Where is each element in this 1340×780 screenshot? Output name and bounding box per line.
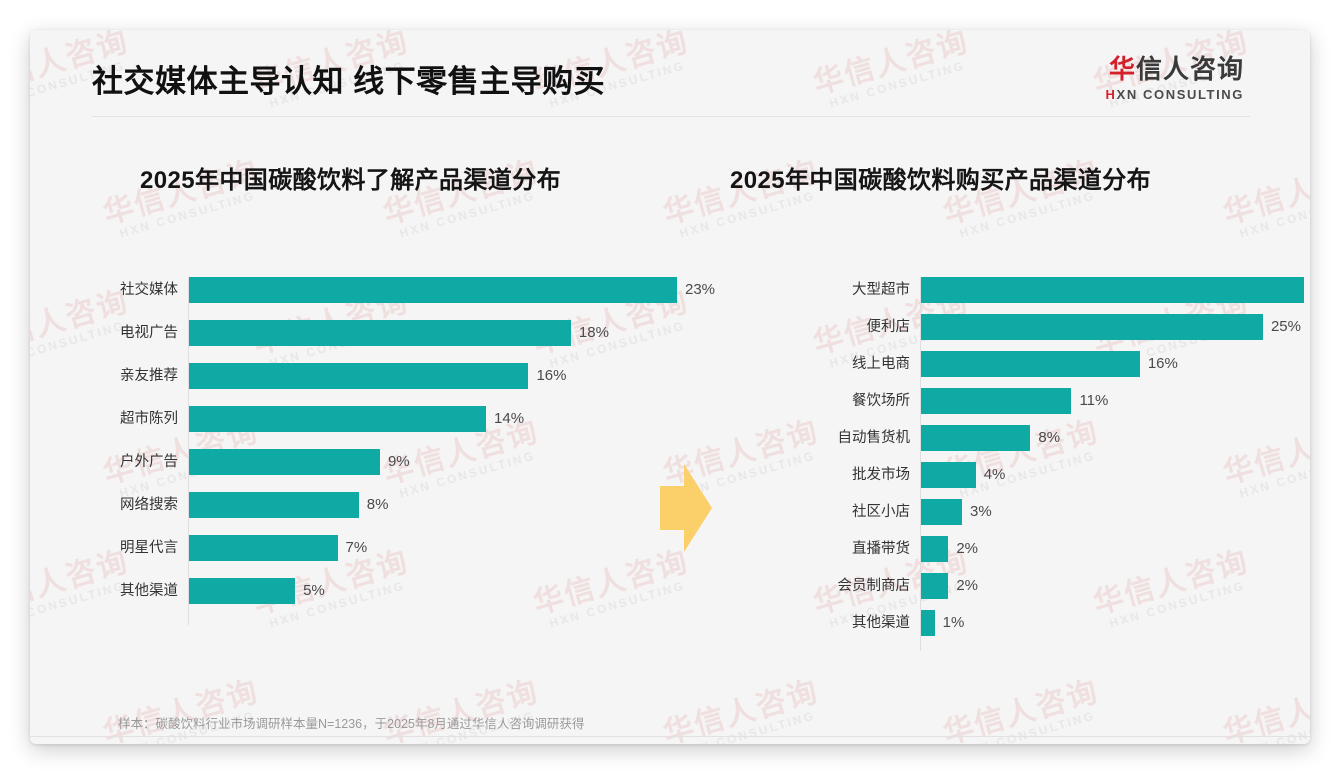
bar [921, 277, 1304, 303]
bar-value-label: 1% [942, 614, 965, 631]
logo-english-accent: H [1105, 87, 1117, 102]
bar-value-label: 3% [970, 503, 992, 520]
chart-panel-purchase: 2025年中国碳酸饮料购买产品渠道分布 大型超市28%便利店25%线上电商16%… [730, 160, 1304, 657]
bar [921, 573, 949, 599]
logo-english: HXN CONSULTING [1106, 88, 1244, 101]
sample-footnote: 样本：碳酸饮料行业市场调研样本量N=1236，于2025年8月通过华信人咨询调研… [118, 717, 585, 731]
slide-footer: ©2025.10 HXR华信人咨询 www.hxrcon.com [30, 737, 1310, 744]
plot-area-right: 大型超市28%便利店25%线上电商16%餐饮场所11%自动售货机8%批发市场4%… [730, 277, 1304, 657]
bar-category-label: 明星代言 [120, 540, 178, 556]
chart-title-right: 2025年中国碳酸饮料购买产品渠道分布 [730, 167, 1151, 194]
bar-value-label: 18% [578, 324, 609, 341]
bar-value-label: 16% [1147, 355, 1178, 372]
bar-category-label: 大型超市 [852, 282, 910, 298]
bar-category-label: 会员制商店 [837, 578, 911, 594]
bar-value-label: 23% [685, 281, 716, 298]
bar-category-label: 电视广告 [120, 325, 178, 341]
page-title: 社交媒体主导认知 线下零售主导购买 [92, 64, 606, 99]
header-divider [92, 116, 1250, 117]
bar [921, 314, 1263, 340]
bar [189, 449, 380, 475]
logo-chinese-rest: 信人咨询 [1135, 54, 1244, 84]
bar-category-label: 超市陈列 [120, 411, 178, 427]
bar [921, 425, 1031, 451]
bar-category-label: 社区小店 [852, 504, 910, 520]
bar [921, 499, 963, 525]
bar-category-label: 其他渠道 [120, 583, 178, 599]
footer-divider [30, 736, 1310, 737]
bar-value-label: 25% [1270, 318, 1301, 335]
bar [189, 535, 338, 561]
bar-value-label: 5% [303, 582, 325, 599]
chart-title-left: 2025年中国碳酸饮料了解产品渠道分布 [140, 167, 561, 194]
bar-category-label: 户外广告 [120, 454, 178, 470]
bar-category-label: 直播带货 [852, 541, 910, 557]
logo-chinese-accent: 华 [1108, 54, 1136, 84]
flow-arrow-icon [658, 462, 714, 554]
bar-value-label: 16% [536, 367, 567, 384]
bar-category-label: 批发市场 [852, 467, 910, 483]
bar [921, 536, 949, 562]
bar [189, 363, 529, 389]
bar-value-label: 2% [956, 540, 979, 557]
bar [189, 406, 487, 432]
bar-category-label: 网络搜索 [120, 497, 178, 513]
bar-value-label: 2% [956, 577, 979, 594]
bar [189, 320, 571, 346]
plot-area-left: 社交媒体 23% 电视广告 18% 亲友推荐 16% 超市陈列 14% 户外广告 9% 网络搜索 8%… [92, 277, 715, 631]
bar-category-label: 线上电商 [852, 356, 910, 372]
bar [921, 610, 935, 636]
brand-logo: 华信人咨询 HXN CONSULTING [1106, 56, 1244, 101]
logo-chinese: 华信人咨询 [1106, 56, 1244, 82]
bar [921, 351, 1140, 377]
chart-axis-line [188, 277, 189, 625]
bar-value-label: 8% [366, 496, 389, 513]
bar-value-label: 4% [983, 466, 1006, 483]
bar [921, 388, 1072, 414]
bar-category-label: 社交媒体 [120, 282, 178, 298]
bar-value-label: 11% [1079, 392, 1109, 409]
bar-value-label: 14% [494, 410, 525, 427]
bar-category-label: 亲友推荐 [120, 368, 178, 384]
bar-value-label: 9% [387, 453, 410, 470]
chart-axis-line [920, 277, 921, 651]
chart-panel-awareness: 2025年中国碳酸饮料了解产品渠道分布 社交媒体 23% 电视广告 18% 亲友推荐 16… [92, 160, 715, 631]
logo-english-rest: XN CONSULTING [1116, 87, 1244, 102]
bar-category-label: 自动售货机 [837, 430, 911, 446]
bar [189, 578, 296, 604]
bar-value-label: 7% [345, 539, 368, 556]
slide-header: 社交媒体主导认知 线下零售主导购买 华信人咨询 HXN CONSULTING [30, 30, 1310, 126]
bar-category-label: 餐饮场所 [852, 393, 910, 409]
bar [921, 462, 976, 488]
bar [189, 492, 359, 518]
bar-value-label: 8% [1038, 429, 1061, 446]
bar [189, 277, 677, 303]
bar-category-label: 其他渠道 [852, 615, 910, 631]
bar-category-label: 便利店 [866, 319, 911, 335]
